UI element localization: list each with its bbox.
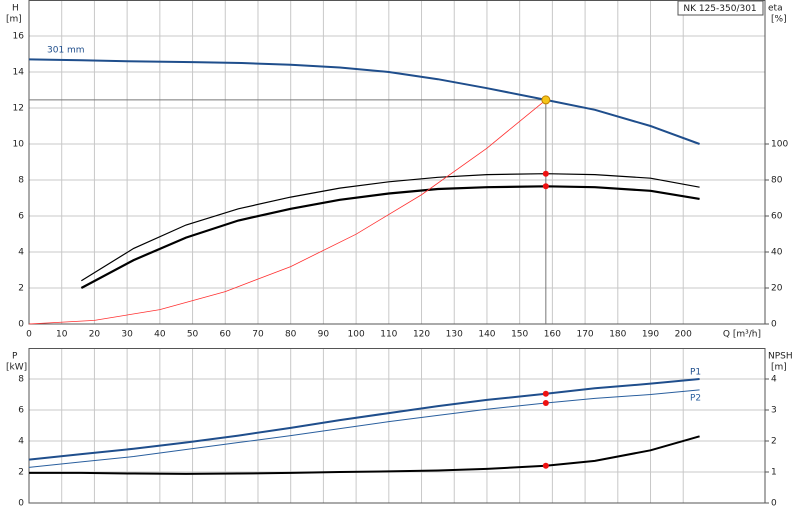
y-tick-label: 0 xyxy=(18,320,24,330)
y-tick-label: 10 xyxy=(13,140,25,150)
x-tick-label: 200 xyxy=(675,330,692,340)
curve xyxy=(80,185,700,289)
x-tick-label: 120 xyxy=(413,330,430,340)
y2-tick-label: 40 xyxy=(771,248,783,258)
y-tick-label: 12 xyxy=(13,104,24,114)
y2-axis-label: NPSH xyxy=(768,352,793,362)
x-tick-label: 80 xyxy=(285,330,297,340)
curve xyxy=(29,435,700,475)
y-tick-label: 16 xyxy=(13,32,25,42)
x-tick-label: 140 xyxy=(478,330,495,340)
operating-point xyxy=(542,170,549,177)
curve-label: P2 xyxy=(690,394,701,404)
x-tick-label: 180 xyxy=(609,330,626,340)
x-tick-label: 60 xyxy=(220,330,232,340)
x-tick-label: 150 xyxy=(511,330,528,340)
y-tick-label: 2 xyxy=(18,284,24,294)
y2-tick-label: 60 xyxy=(771,212,783,222)
y-tick-label: 8 xyxy=(18,176,24,186)
plot-frame xyxy=(28,348,766,504)
plot-frame xyxy=(28,0,766,325)
y-tick-label: 14 xyxy=(13,68,25,78)
curve xyxy=(28,99,547,325)
y-axis-unit: [kW] xyxy=(6,363,27,373)
y-tick-label: 2 xyxy=(18,468,24,478)
y2-axis-unit: [%] xyxy=(771,15,787,25)
y-tick-label: 6 xyxy=(18,406,24,416)
x-tick-label: 170 xyxy=(576,330,593,340)
x-tick-label: 90 xyxy=(318,330,330,340)
title-box xyxy=(677,0,764,16)
y-axis-label: P xyxy=(12,352,18,362)
operating-point xyxy=(542,183,549,190)
x-tick-label: 50 xyxy=(187,330,199,340)
y2-tick-label: 100 xyxy=(771,140,788,150)
operating-point xyxy=(541,95,551,105)
x-axis-label: Q [m³/h] xyxy=(723,330,761,340)
y2-tick-label: 2 xyxy=(771,437,777,447)
y-tick-label: 6 xyxy=(18,212,24,222)
y2-tick-label: 20 xyxy=(771,284,783,294)
curve xyxy=(81,173,700,282)
y2-tick-label: 80 xyxy=(771,176,783,186)
x-tick-label: 130 xyxy=(446,330,463,340)
x-tick-label: 160 xyxy=(544,330,561,340)
operating-point xyxy=(542,400,549,407)
x-tick-label: 10 xyxy=(56,330,68,340)
x-tick-label: 70 xyxy=(252,330,264,340)
y2-tick-label: 4 xyxy=(771,375,777,385)
y-tick-label: 4 xyxy=(18,248,24,258)
x-tick-label: 20 xyxy=(89,330,101,340)
curve xyxy=(28,58,700,145)
x-tick-label: 40 xyxy=(154,330,166,340)
y-tick-label: 8 xyxy=(18,375,24,385)
y-axis-unit: [m] xyxy=(6,15,22,25)
y2-tick-label: 3 xyxy=(771,406,777,416)
y2-tick-label: 0 xyxy=(771,499,777,509)
y-axis-label: H xyxy=(12,4,19,14)
y2-axis-unit: [m] xyxy=(771,363,787,373)
x-tick-label: 0 xyxy=(26,330,32,340)
chart-title: NK 125-350/301 xyxy=(683,4,756,14)
x-tick-label: 190 xyxy=(642,330,659,340)
y-tick-label: 4 xyxy=(18,437,24,447)
curve xyxy=(28,389,700,468)
x-tick-label: 110 xyxy=(380,330,397,340)
y-tick-label: 0 xyxy=(18,499,24,509)
operating-point xyxy=(542,462,549,469)
curve-label: P1 xyxy=(690,368,701,378)
y2-axis-label: eta xyxy=(768,4,783,14)
y2-tick-label: 0 xyxy=(771,320,777,330)
y2-tick-label: 1 xyxy=(771,468,777,478)
x-tick-label: 100 xyxy=(348,330,365,340)
curve xyxy=(28,378,700,461)
curve-label: 301 mm xyxy=(47,46,85,56)
operating-point xyxy=(542,390,549,397)
x-tick-label: 30 xyxy=(121,330,133,340)
